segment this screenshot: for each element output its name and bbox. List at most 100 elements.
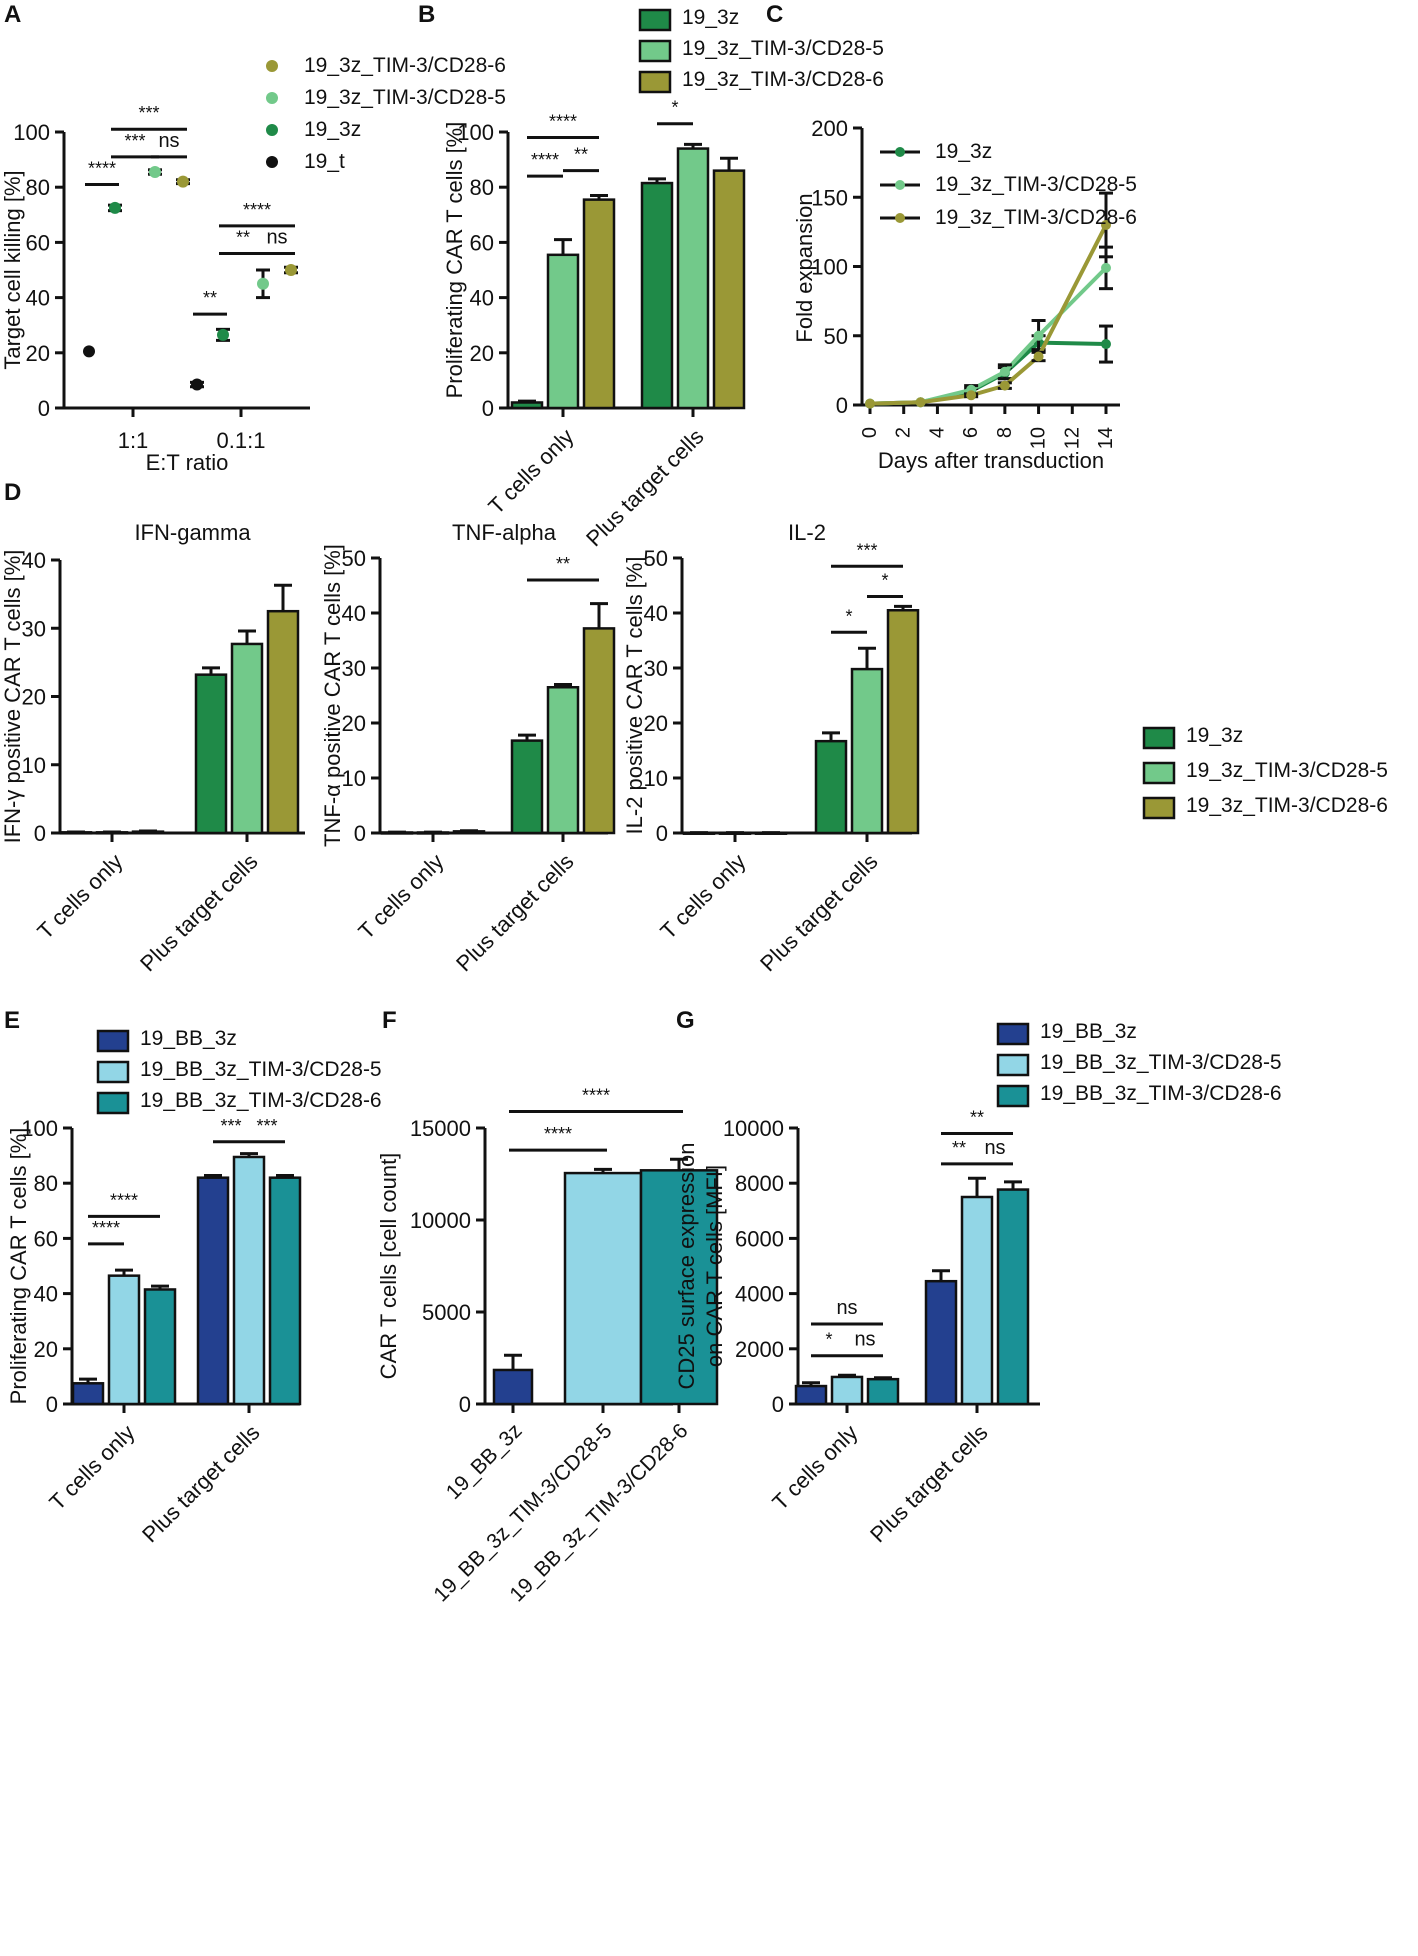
legend-label: 19_t xyxy=(304,150,345,173)
y-axis-label: Proliferating CAR T cells [%] xyxy=(442,122,467,399)
legend-marker xyxy=(895,213,905,223)
bar-19_3z xyxy=(814,739,848,835)
significance-label: ns xyxy=(158,130,179,152)
legend-label: 19_3z_TIM-3/CD28-5 xyxy=(935,173,1137,196)
y-tick-label: 4000 xyxy=(735,1282,784,1307)
y-axis-label: IL-2 positive CAR T cells [%] xyxy=(622,557,647,835)
panel-g-chart: 0 2000 4000 6000 8000 10000 T cells only Plus t… xyxy=(674,1020,1282,1547)
panel-letter-d: D xyxy=(4,479,21,506)
y-tick-label: 0 xyxy=(46,1392,58,1417)
legend-label: 19_BB_3z xyxy=(140,1027,237,1050)
x-tick-label: 1:1 xyxy=(118,428,149,453)
x-tick-label: 2 xyxy=(893,427,915,438)
legend-label: 19_3z xyxy=(935,140,992,163)
legend-marker xyxy=(895,180,905,190)
y-axis-label: CAR T cells [cell count] xyxy=(376,1153,401,1380)
y-tick-label: 30 xyxy=(22,616,46,641)
legend-label: 19_3z_TIM-3/CD28-5 xyxy=(304,86,506,109)
panel-letter-f: F xyxy=(382,1007,397,1034)
y-tick-label: 15000 xyxy=(410,1116,471,1141)
legend-swatch xyxy=(638,8,672,32)
bar-19_BB_3z_TIM-3/CD28-5 xyxy=(830,1375,864,1406)
significance-label: * xyxy=(845,606,852,626)
y-tick-label: 50 xyxy=(342,546,366,571)
x-axis-label: Days after transduction xyxy=(878,448,1104,473)
data-point-19_3z_TIM-3/CD28-5 xyxy=(149,166,161,179)
y-tick-label: 10 xyxy=(22,753,46,778)
y-tick-label: 30 xyxy=(644,656,668,681)
bar-19_3z xyxy=(194,673,228,835)
significance-label: * xyxy=(671,98,678,118)
data-point-19_3z_TIM-3/CD28-6 xyxy=(177,175,189,188)
y-tick-label: 10000 xyxy=(410,1208,471,1233)
legend-swatch xyxy=(96,1060,130,1084)
y-axis-label: IFN-γ positive CAR T cells [%] xyxy=(0,550,25,844)
y-tick-label: 150 xyxy=(811,185,848,210)
data-point-19_3z_TIM-3/CD28-6 xyxy=(966,390,977,401)
bar-19_3z_TIM-3/CD28-6 xyxy=(886,609,920,835)
significance-label: *** xyxy=(138,103,159,123)
x-tick-label: 19_BB_3z xyxy=(442,1419,527,1504)
bar-19_3z_TIM-3/CD28-6 xyxy=(582,198,616,410)
panel-letter-g: G xyxy=(676,1007,695,1034)
data-point-19_3z_TIM-3/CD28-5 xyxy=(257,277,269,290)
legend-label: 19_3z_TIM-3/CD28-6 xyxy=(304,54,506,77)
y-tick-label: 40 xyxy=(644,601,668,626)
panel-letter-c: C xyxy=(766,1,783,28)
series-line-19_3z xyxy=(869,340,1107,406)
data-point-19_3z xyxy=(1101,339,1111,350)
y-tick-label: 0 xyxy=(772,1392,784,1417)
x-tick-label: 4 xyxy=(926,427,948,438)
panel-a-chart: 0 20 40 60 80 100 1:1 0.1:1E:T ratio Target cell… xyxy=(0,54,506,475)
y-tick-label: 0 xyxy=(354,821,366,846)
bar-19_BB_3z_TIM-3/CD28-5 xyxy=(960,1195,994,1406)
data-point-19_3z_TIM-3/CD28-5 xyxy=(1101,262,1111,273)
chart-title: IL-2 xyxy=(788,520,826,545)
bar-19_BB_3z xyxy=(71,1382,105,1406)
y-axis-label: Target cell killing [%] xyxy=(0,170,25,369)
bar-19_3z_TIM-3/CD28-5 xyxy=(676,147,710,410)
legend-swatch xyxy=(638,39,672,63)
y-tick-label: 20 xyxy=(470,341,494,366)
panel-f-chart: 05000100001500019_BB_3z19_BB_3z_TIM-3/CD… xyxy=(376,1085,719,1606)
y-tick-label: 200 xyxy=(811,116,848,141)
significance-label: * xyxy=(881,571,888,591)
legend-swatch xyxy=(96,1091,130,1115)
panel-letter-e: E xyxy=(4,1007,20,1034)
y-tick-label: 60 xyxy=(34,1226,58,1251)
legend-marker xyxy=(266,60,278,72)
legend-marker xyxy=(266,124,278,136)
significance-label: **** xyxy=(544,1124,572,1144)
y-tick-label: 30 xyxy=(342,656,366,681)
data-point-19_3z_TIM-3/CD28-6 xyxy=(1101,219,1111,230)
y-tick-label: 20 xyxy=(342,711,366,736)
legend-label: 19_3z xyxy=(304,118,361,141)
data-point-19_3z_TIM-3/CD28-6 xyxy=(999,380,1010,391)
legend-marker xyxy=(266,156,278,168)
data-point-19_3z xyxy=(109,201,121,214)
bar-19_3z_TIM-3/CD28-5 xyxy=(230,642,264,835)
x-tick-label: T cells only xyxy=(32,849,127,944)
y-tick-label: 2000 xyxy=(735,1337,784,1362)
bar-19_BB_3z xyxy=(924,1279,958,1406)
data-point-19_3z_TIM-3/CD28-5 xyxy=(999,366,1010,377)
x-tick-label: 0 xyxy=(859,427,881,438)
legend-label: 19_3z_TIM-3/CD28-5 xyxy=(682,37,884,60)
legend-label: 19_BB_3z_TIM-3/CD28-6 xyxy=(140,1089,382,1112)
x-tick-label: T cells only xyxy=(44,1420,139,1515)
legend-marker xyxy=(895,147,905,157)
legend-marker xyxy=(266,92,278,104)
significance-label: **** xyxy=(531,150,559,170)
legend-swatch xyxy=(996,1022,1030,1046)
y-axis-label: CD25 surface expression xyxy=(674,1142,699,1389)
bar-19_3z_TIM-3/CD28-5 xyxy=(546,686,580,835)
legend-label: 19_3z xyxy=(682,6,739,29)
bar-19_BB_3z_TIM-3/CD28-6 xyxy=(268,1176,302,1406)
x-tick-label: 8 xyxy=(994,427,1016,438)
significance-label: *** xyxy=(256,1116,277,1136)
y-tick-label: 8000 xyxy=(735,1171,784,1196)
legend-swatch xyxy=(996,1084,1030,1108)
y-tick-label: 0 xyxy=(459,1392,471,1417)
bar-19_BB_3z_TIM-3/CD28-6 xyxy=(143,1288,177,1406)
